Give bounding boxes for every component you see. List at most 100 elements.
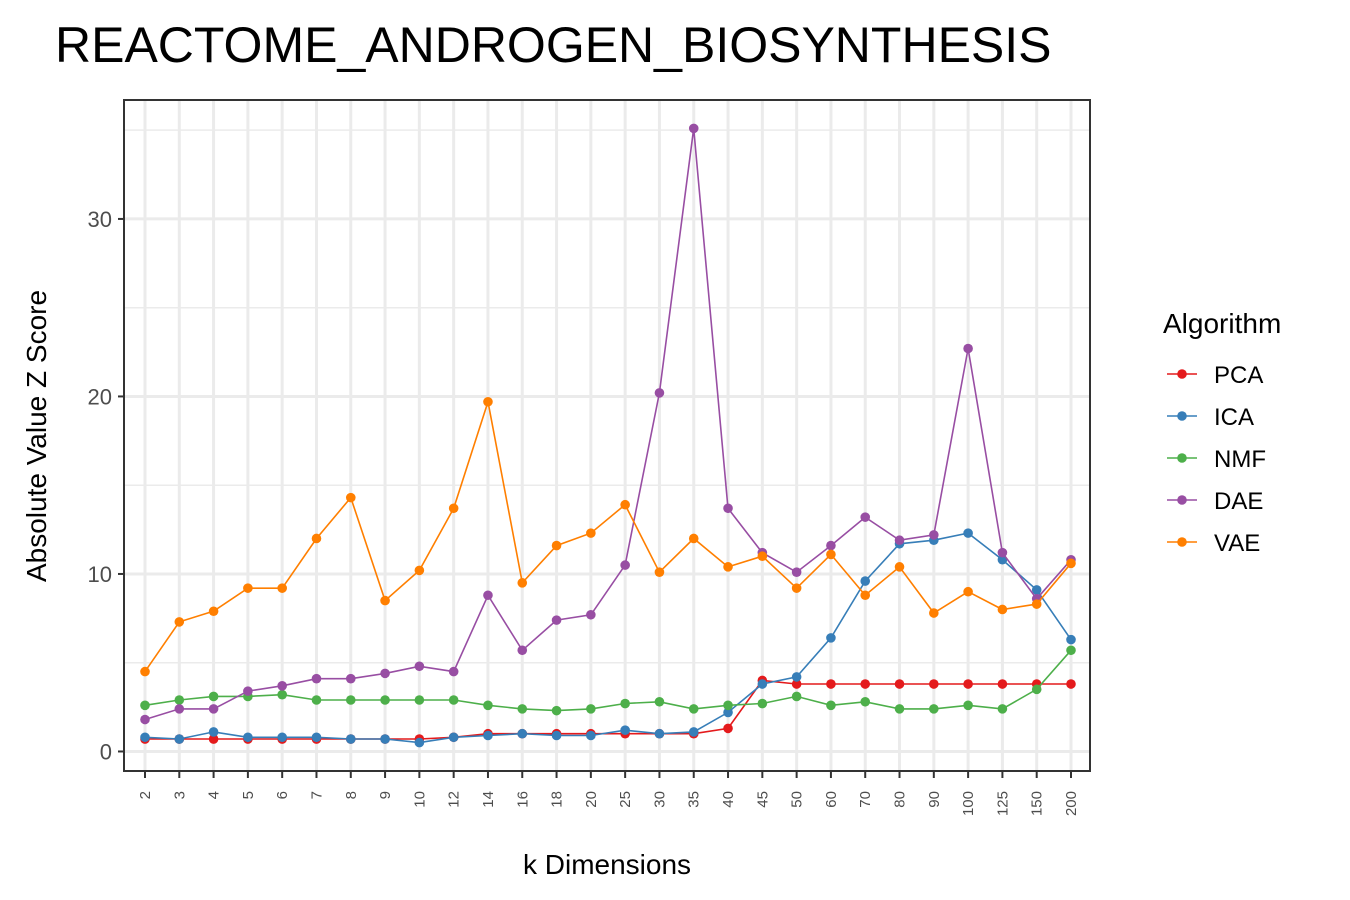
x-tick-label: 7 — [308, 791, 325, 799]
data-point-ica — [620, 725, 630, 735]
data-point-nmf — [345, 695, 356, 705]
plot-area — [123, 99, 1091, 772]
data-point-pca — [894, 679, 905, 689]
data-point-ica — [654, 728, 665, 739]
data-point-nmf — [586, 704, 596, 714]
legend-item-dae: DAE — [1167, 488, 1263, 515]
data-point-ica — [688, 727, 699, 737]
data-point-vae — [277, 583, 287, 593]
x-tick-label: 18 — [549, 791, 566, 808]
data-point-dae — [517, 645, 528, 656]
data-point-vae — [345, 492, 356, 503]
x-tick-label: 90 — [926, 791, 943, 808]
data-point-vae — [174, 617, 185, 627]
data-point-nmf — [448, 695, 459, 705]
legend-item-vae: VAE — [1167, 530, 1260, 557]
x-tick-label: 8 — [343, 791, 360, 799]
data-point-ica — [208, 727, 219, 737]
x-tick-label: 20 — [583, 791, 600, 808]
data-point-nmf — [791, 691, 802, 702]
x-tick-label: 80 — [892, 791, 909, 808]
data-point-dae — [620, 560, 630, 570]
data-point-nmf — [860, 696, 871, 707]
series-line-vae — [144, 401, 1072, 673]
legend-label: DAE — [1214, 488, 1263, 515]
data-point-pca — [791, 679, 802, 689]
data-point-vae — [517, 578, 528, 588]
data-point-dae — [654, 388, 665, 398]
x-tick-label: 3 — [171, 791, 188, 799]
y-axis-title: Absolute Value Z Score — [21, 290, 52, 582]
data-point-vae — [997, 604, 1008, 615]
data-point-ica — [723, 707, 733, 718]
data-point-dae — [380, 668, 390, 679]
data-point-ica — [1066, 634, 1076, 645]
x-axis: 2 3 4 5 6 7 8 9 10 12 14 16 18 20 25 30 35 40 45 50 60 70 80 90… — [137, 771, 1080, 816]
data-point-ica — [345, 734, 356, 744]
data-point-dae — [963, 343, 973, 354]
data-point-vae — [894, 562, 905, 572]
data-point-ica — [140, 732, 150, 743]
series-layer — [140, 123, 1076, 748]
data-point-ica — [311, 732, 322, 743]
data-point-nmf — [174, 695, 185, 705]
data-point-nmf — [517, 704, 528, 714]
data-point-nmf — [654, 696, 665, 707]
data-point-ica — [860, 576, 871, 586]
x-tick-label: 16 — [514, 791, 531, 808]
data-point-dae — [791, 567, 802, 577]
data-point-nmf — [826, 700, 836, 711]
data-point-nmf — [483, 700, 493, 711]
legend-item-ica: ICA — [1167, 404, 1254, 431]
data-point-nmf — [208, 691, 219, 702]
data-point-ica — [963, 528, 973, 538]
data-point-vae — [791, 583, 802, 593]
series-line-dae — [144, 128, 1072, 721]
data-point-vae — [414, 565, 425, 576]
legend-item-nmf: NMF — [1167, 446, 1266, 473]
data-point-ica — [277, 732, 287, 743]
legend-swatch-point — [1177, 369, 1187, 379]
data-point-nmf — [414, 695, 425, 705]
x-tick-label: 12 — [446, 791, 463, 808]
data-point-pca — [826, 679, 836, 689]
data-point-dae — [311, 673, 322, 684]
data-point-vae — [551, 540, 562, 551]
data-point-dae — [140, 714, 150, 725]
y-tick-label: 30 — [88, 207, 112, 232]
x-tick-label: 35 — [686, 791, 703, 808]
data-point-dae — [345, 673, 356, 684]
y-axis: 0 10 20 30 — [88, 207, 124, 764]
legend-label: NMF — [1214, 446, 1266, 473]
x-tick-label: 30 — [651, 791, 668, 808]
data-point-ica — [243, 732, 253, 743]
data-point-vae — [620, 499, 630, 510]
data-point-dae — [414, 661, 425, 672]
data-point-pca — [997, 679, 1008, 689]
data-point-dae — [483, 590, 493, 601]
data-point-pca — [929, 679, 939, 689]
legend-label: ICA — [1214, 404, 1254, 431]
data-point-dae — [586, 609, 596, 620]
data-point-ica — [757, 679, 768, 689]
y-tick-label: 0 — [100, 739, 112, 764]
x-tick-label: 9 — [377, 791, 394, 799]
data-point-nmf — [1031, 684, 1042, 695]
data-point-pca — [860, 679, 871, 689]
data-point-dae — [688, 123, 699, 134]
plot-border — [123, 99, 1091, 772]
data-point-nmf — [757, 698, 768, 709]
legend: Algorithm PCA ICA NMF DAE VAE — [1163, 308, 1281, 557]
data-point-dae — [860, 512, 871, 522]
data-point-vae — [208, 606, 219, 617]
data-point-ica — [586, 730, 596, 741]
data-point-ica — [551, 730, 562, 741]
x-axis-title: k Dimensions — [523, 849, 691, 880]
data-point-nmf — [380, 695, 390, 705]
data-point-vae — [243, 583, 253, 593]
x-tick-label: 25 — [617, 791, 634, 808]
data-point-dae — [894, 535, 905, 546]
x-tick-label: 150 — [1029, 791, 1046, 816]
data-point-vae — [757, 551, 768, 562]
